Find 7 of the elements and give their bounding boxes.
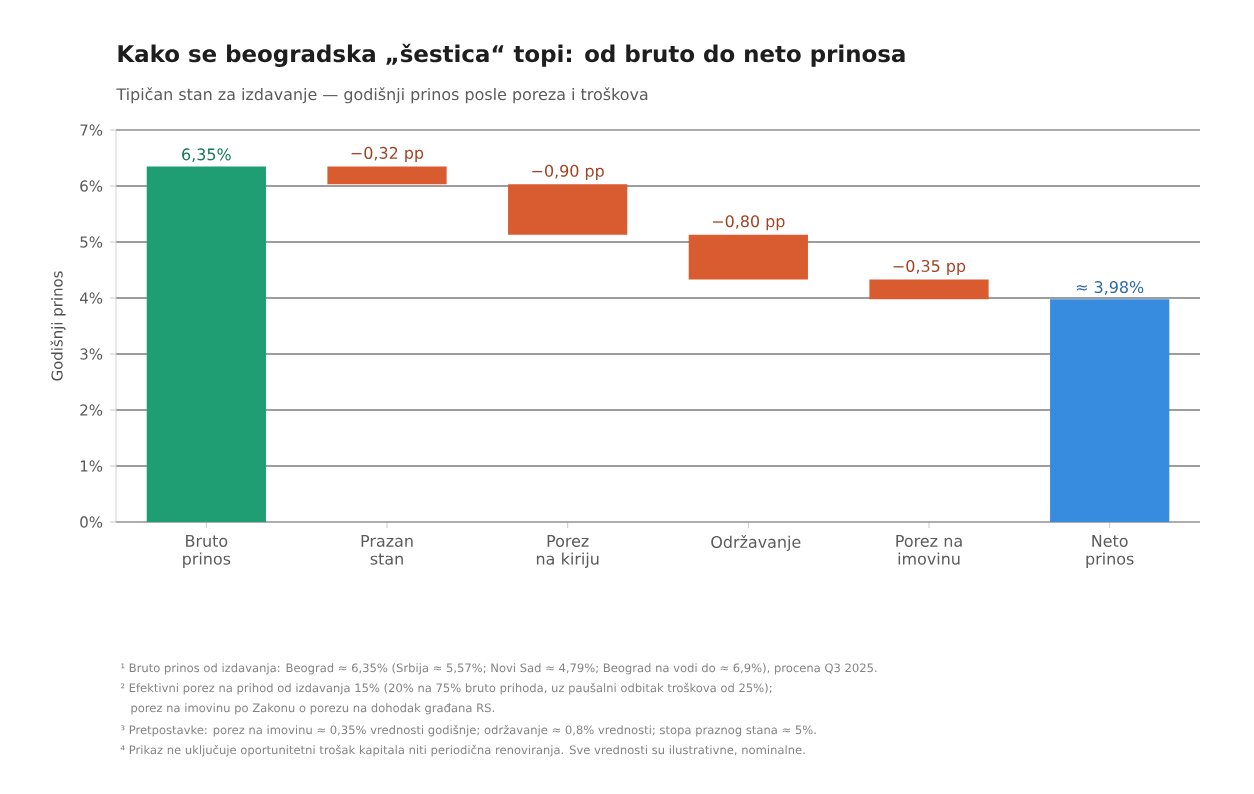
bar xyxy=(327,166,447,185)
chart-title: Kako se beogradska „šestica“ topi: od bruto do neto prinosa xyxy=(118,43,905,67)
bar xyxy=(1050,299,1170,522)
bar xyxy=(869,279,989,300)
bar xyxy=(508,184,628,235)
bar xyxy=(146,166,266,522)
bar xyxy=(688,234,808,280)
